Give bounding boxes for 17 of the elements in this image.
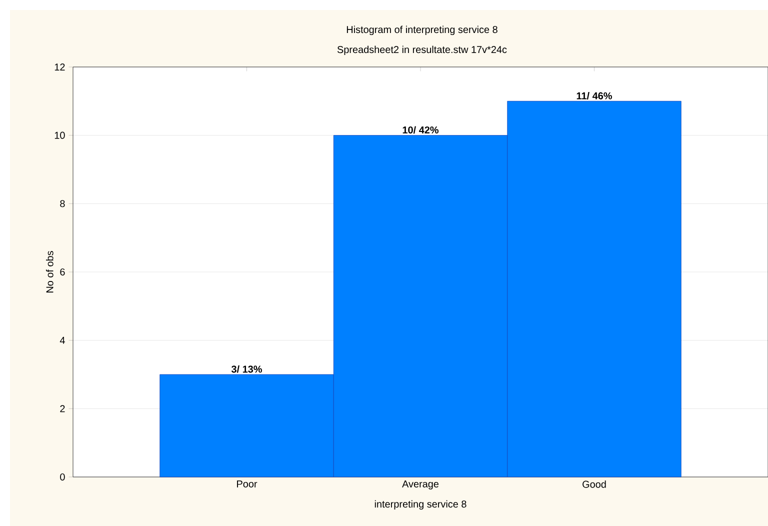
y-tick-label: 10	[54, 132, 65, 139]
x-tick-label: Average	[402, 480, 439, 490]
chart-title: Histogram of interpreting service 8	[346, 26, 498, 36]
y-tick-label: 4	[60, 336, 65, 344]
x-tick-label: Poor	[237, 480, 258, 488]
y-tick-label: 2	[60, 405, 65, 412]
x-tick-label: Good	[582, 480, 606, 488]
y-tick-label: 12	[54, 64, 65, 70]
y-tick-label: 0	[60, 473, 65, 481]
y-tick-label: 6	[60, 268, 65, 276]
data-label: 10/ 42%	[402, 126, 439, 134]
x-axis-title: interpreting service 8	[374, 500, 466, 510]
chart-subtitle: Spreadsheet2 in resultate.stw 17v*24c	[337, 46, 507, 56]
data-label: 11/ 46%	[576, 92, 612, 100]
y-axis-title: No of obs	[46, 251, 54, 292]
y-tick-label: 8	[60, 200, 65, 208]
data-label: 3/ 13%	[231, 365, 262, 373]
